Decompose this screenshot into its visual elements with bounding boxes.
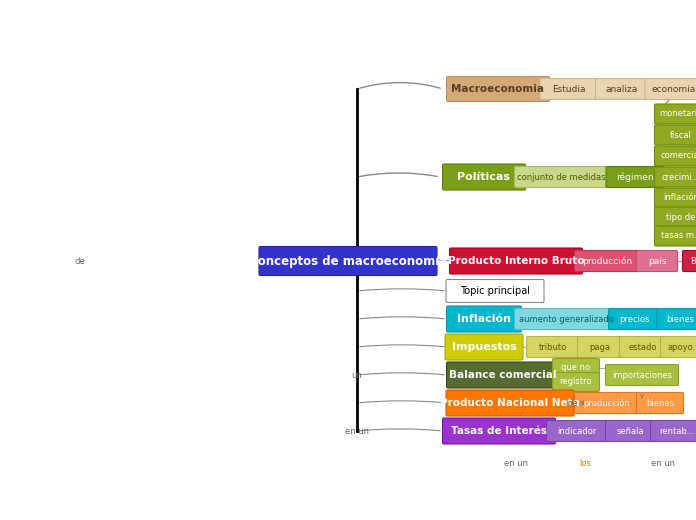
FancyBboxPatch shape: [446, 390, 574, 416]
Text: Balance comercial: Balance comercial: [449, 370, 557, 380]
Text: paga: paga: [590, 343, 610, 352]
FancyBboxPatch shape: [606, 166, 664, 188]
Text: Impuestos: Impuestos: [452, 342, 516, 352]
FancyBboxPatch shape: [514, 308, 617, 330]
Text: B: B: [690, 256, 696, 266]
Text: crecimi...: crecimi...: [662, 173, 696, 181]
Text: Inflación: Inflación: [457, 314, 511, 324]
FancyBboxPatch shape: [446, 280, 544, 303]
Text: Topic principal: Topic principal: [460, 286, 530, 296]
FancyBboxPatch shape: [578, 336, 622, 358]
FancyBboxPatch shape: [656, 308, 696, 330]
FancyBboxPatch shape: [606, 421, 654, 441]
Text: Conceptos de macroeconomía: Conceptos de macroeconomía: [249, 254, 447, 267]
FancyBboxPatch shape: [553, 358, 599, 378]
Text: importaciones: importaciones: [612, 370, 672, 380]
FancyBboxPatch shape: [447, 306, 521, 332]
FancyBboxPatch shape: [654, 104, 696, 124]
Text: país: país: [648, 256, 666, 266]
FancyBboxPatch shape: [553, 372, 599, 392]
FancyBboxPatch shape: [654, 188, 696, 208]
Text: Estudia: Estudia: [552, 84, 586, 94]
Text: al: al: [579, 400, 585, 406]
Text: monetaria: monetaria: [659, 110, 696, 119]
Text: comercial: comercial: [661, 151, 696, 161]
Text: analiza: analiza: [606, 84, 638, 94]
FancyBboxPatch shape: [651, 421, 696, 441]
Text: en un: en un: [504, 459, 528, 467]
FancyBboxPatch shape: [637, 251, 677, 271]
Text: tributo: tributo: [539, 343, 567, 352]
Text: de: de: [568, 398, 578, 408]
FancyBboxPatch shape: [654, 167, 696, 187]
Text: indicador: indicador: [557, 426, 596, 436]
Text: los: los: [579, 459, 591, 467]
FancyBboxPatch shape: [619, 336, 667, 358]
Text: y: y: [640, 393, 644, 399]
Text: Tasas de Interés: Tasas de Interés: [451, 426, 547, 436]
FancyBboxPatch shape: [514, 166, 608, 188]
Text: tipo de: tipo de: [666, 213, 696, 222]
Text: tasas m...: tasas m...: [661, 231, 696, 240]
Text: precios: precios: [619, 315, 649, 323]
Text: apoyo...: apoyo...: [667, 343, 696, 352]
FancyBboxPatch shape: [654, 146, 696, 166]
FancyBboxPatch shape: [574, 393, 640, 413]
Text: estado: estado: [628, 343, 657, 352]
FancyBboxPatch shape: [443, 418, 555, 444]
FancyBboxPatch shape: [654, 207, 696, 227]
Text: rentab...: rentab...: [659, 426, 695, 436]
Text: economia: economia: [652, 84, 696, 94]
FancyBboxPatch shape: [450, 248, 583, 274]
Text: Producto Interno Bruto: Producto Interno Bruto: [448, 256, 584, 266]
Text: Producto Nacional Neto: Producto Nacional Neto: [440, 398, 580, 408]
Text: conjunto de medidas: conjunto de medidas: [516, 173, 606, 181]
FancyBboxPatch shape: [447, 362, 560, 388]
FancyBboxPatch shape: [526, 336, 580, 358]
Text: producción: producción: [582, 256, 632, 266]
FancyBboxPatch shape: [608, 308, 660, 330]
Text: fiscal: fiscal: [670, 131, 692, 139]
Text: producción: producción: [584, 398, 631, 408]
FancyBboxPatch shape: [661, 336, 696, 358]
FancyBboxPatch shape: [540, 79, 598, 99]
Text: de: de: [74, 256, 86, 266]
Text: régimen: régimen: [616, 172, 654, 182]
FancyBboxPatch shape: [654, 125, 696, 145]
Text: inflación: inflación: [663, 193, 696, 202]
FancyBboxPatch shape: [645, 79, 696, 99]
FancyBboxPatch shape: [654, 226, 696, 246]
FancyBboxPatch shape: [445, 334, 523, 360]
Text: en un: en un: [651, 459, 675, 467]
FancyBboxPatch shape: [546, 421, 608, 441]
Text: bienes: bienes: [646, 398, 674, 408]
Text: que no: que no: [562, 363, 591, 372]
FancyBboxPatch shape: [606, 365, 679, 385]
FancyBboxPatch shape: [443, 164, 525, 190]
FancyBboxPatch shape: [447, 76, 550, 101]
FancyBboxPatch shape: [683, 251, 696, 271]
Text: Políticas: Políticas: [457, 172, 510, 182]
FancyBboxPatch shape: [637, 393, 683, 413]
FancyBboxPatch shape: [596, 79, 649, 99]
Text: bienes: bienes: [666, 315, 694, 323]
Text: registro: registro: [560, 378, 592, 386]
FancyBboxPatch shape: [259, 246, 437, 276]
Text: un: un: [351, 370, 363, 380]
Text: aumento generalizado: aumento generalizado: [519, 315, 613, 323]
Text: Macroeconomia: Macroeconomia: [452, 84, 544, 94]
FancyBboxPatch shape: [574, 251, 640, 271]
Text: señala: señala: [616, 426, 644, 436]
Text: en un: en un: [345, 426, 369, 436]
